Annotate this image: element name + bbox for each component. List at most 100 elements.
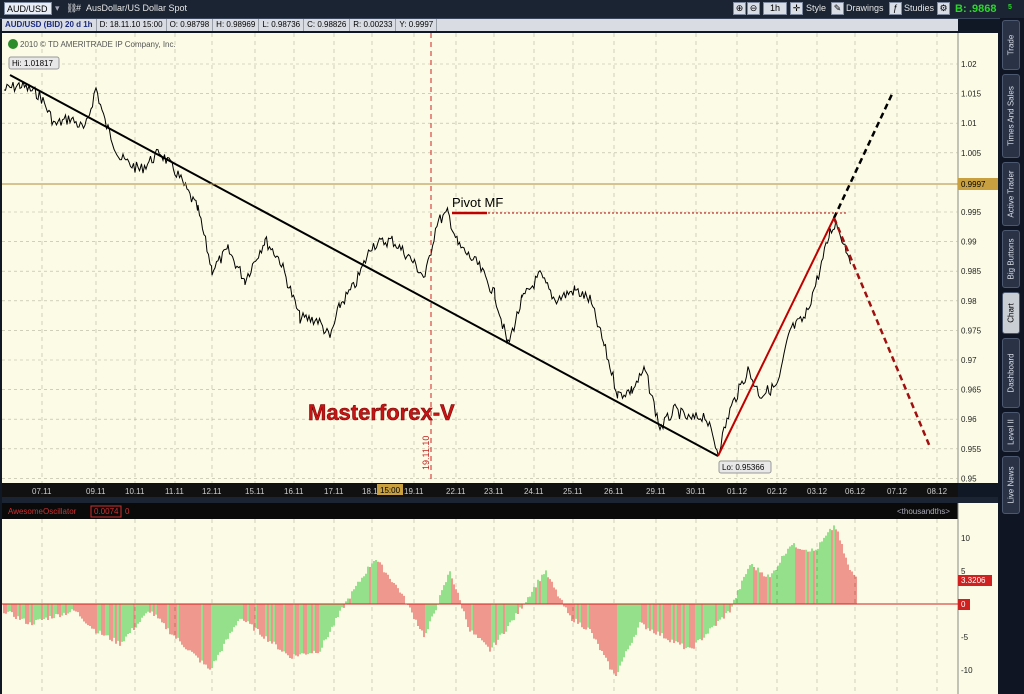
price-tick-label: 1.02 — [961, 60, 977, 69]
zoom-out-icon[interactable]: ⊖ — [747, 2, 760, 15]
oscillator-extra: 0 — [125, 507, 130, 516]
side-tab-level-ii[interactable]: Level II — [1002, 412, 1020, 452]
oscillator-axis-panel — [958, 503, 998, 694]
oscillator-tick-label: -10 — [961, 666, 973, 675]
price-tick-label: 0.96 — [961, 415, 977, 424]
date-axis — [2, 483, 958, 497]
date-tick-label: 03.12 — [807, 487, 828, 496]
bar-range: R: 0.00233 — [350, 19, 397, 31]
date-tick-label: 11.11 — [165, 487, 184, 496]
date-tick-label: 30.11 — [686, 487, 706, 496]
time-marker-label: 15:00 — [380, 486, 401, 495]
price-series — [3, 81, 851, 457]
date-tick-label: 25.11 — [563, 487, 583, 496]
date-tick-label: 10.11 — [125, 487, 145, 496]
side-tab-label: Active Trader — [1006, 170, 1016, 218]
pivot-label: Pivot MF — [452, 195, 503, 210]
chart-title: AUD/USD (BID) 20 d 1h — [2, 19, 97, 31]
date-tick-label: 17.11 — [324, 487, 344, 496]
chart-area[interactable]: 1.02 1.015 1.01 1.005 0.995 0.99 0.985 0.98 0.97… — [0, 0, 1000, 694]
oscillator-tick-label: 5 — [961, 567, 966, 576]
oscillator-name: AwesomeOscillator — [8, 507, 77, 516]
price-tick-label: 0.97 — [961, 356, 977, 365]
settings-icon[interactable]: ⚙ — [937, 2, 950, 15]
date-tick-label: 02.12 — [767, 487, 788, 496]
price-tick-label: 1.01 — [961, 119, 977, 128]
bid-suffix: 5 — [1008, 4, 1012, 11]
studies-icon[interactable]: ƒ — [889, 2, 902, 15]
price-tick-label: 1.015 — [961, 90, 982, 99]
oscillator-tick-label: 10 — [961, 534, 970, 543]
bar-high: H: 0.98969 — [213, 19, 260, 31]
drawings-button[interactable]: Drawings — [846, 3, 884, 13]
date-tick-label: 09.11 — [86, 487, 106, 496]
side-tab-dashboard[interactable]: Dashboard — [1002, 338, 1020, 408]
price-tick-label: 0.955 — [961, 445, 982, 454]
oscillator-header — [2, 503, 958, 519]
bid-label: B: — [955, 3, 967, 15]
oscillator-value: 0.0074 — [94, 507, 119, 516]
oscillator-tick-label: -5 — [961, 633, 969, 642]
drawings-icon[interactable]: ✎ — [831, 2, 844, 15]
uptrend-line — [717, 217, 835, 457]
copyright-text: 2010 © TD AMERITRADE IP Company, Inc. — [20, 40, 176, 49]
date-tick-label: 08.12 — [927, 487, 948, 496]
side-tab-times-and-sales[interactable]: Times And Sales — [1002, 74, 1020, 158]
date-tick-label: 19.11 — [404, 487, 424, 496]
projection-down — [832, 217, 932, 448]
downtrend-line — [9, 74, 719, 457]
high-label: Hi: 1.01817 — [12, 59, 53, 68]
side-tab-trade[interactable]: Trade — [1002, 20, 1020, 70]
price-tick-label: 0.995 — [961, 208, 982, 217]
hash-icon[interactable]: # — [76, 3, 82, 13]
date-tick-label: 12.11 — [202, 487, 222, 496]
bar-date: D: 18.11.10 15:00 — [97, 19, 167, 31]
symbol-input[interactable]: AUD/USD — [4, 2, 52, 15]
side-tab-active-trader[interactable]: Active Trader — [1002, 162, 1020, 226]
bar-close: C: 0.98826 — [304, 19, 351, 31]
side-tab-label: Times And Sales — [1006, 86, 1016, 146]
date-marker-label: 19.11.10 — [421, 436, 431, 470]
price-tick-label: 1.005 — [961, 149, 982, 158]
side-tab-label: Trade — [1006, 34, 1016, 56]
oscillator-current-label: 3.3206 — [961, 576, 986, 585]
timeframe-button[interactable]: 1h — [763, 2, 787, 15]
top-toolbar: AUD/USD ▾ ⛓ # AusDollar/US Dollar Spot ⊕… — [0, 0, 1024, 19]
side-tab-live-news[interactable]: Live News — [1002, 456, 1020, 514]
bar-y: Y: 0.9997 — [396, 19, 438, 31]
price-tick-label: 0.98 — [961, 297, 977, 306]
date-tick-label: 26.11 — [604, 487, 624, 496]
crosshair-icon[interactable]: ✛ — [790, 2, 803, 15]
price-axis-panel — [958, 33, 998, 483]
side-tab-big-buttons[interactable]: Big Buttons — [1002, 230, 1020, 288]
date-tick-label: 16.11 — [284, 487, 304, 496]
side-tab-label: Live News — [1006, 466, 1016, 504]
info-icon[interactable] — [8, 39, 18, 49]
bar-open: O: 0.98798 — [167, 19, 214, 31]
date-tick-label: 18.11 — [362, 487, 382, 496]
date-tick-label: 06.12 — [845, 487, 866, 496]
projection-up — [832, 91, 895, 219]
side-tab-chart[interactable]: Chart — [1002, 292, 1020, 334]
oscillator-units: <thousandths> — [897, 507, 950, 516]
price-tick-label: 0.95 — [961, 474, 977, 483]
dropdown-icon[interactable]: ▾ — [55, 3, 60, 13]
zoom-in-icon[interactable]: ⊕ — [733, 2, 746, 15]
date-tick-label: 01.12 — [727, 487, 748, 496]
current-price-label: 0.9997 — [961, 180, 986, 189]
studies-button[interactable]: Studies — [904, 3, 935, 13]
date-tick-label: 22.11 — [446, 487, 466, 496]
side-tab-label: Chart — [1006, 303, 1016, 323]
chart-info-bar: AUD/USD (BID) 20 d 1h D: 18.11.10 15:00 O:… — [2, 19, 958, 31]
style-button[interactable]: Style — [806, 3, 827, 13]
date-tick-label: 07.11 — [32, 487, 52, 496]
side-tab-label: Level II — [1006, 419, 1016, 445]
date-tick-label: 24.11 — [524, 487, 544, 496]
price-tick-label: 0.99 — [961, 238, 977, 247]
price-tick-label: 0.985 — [961, 267, 982, 276]
side-tab-strip: Trade Times And Sales Active Trader Big But… — [1000, 18, 1024, 694]
price-tick-label: 0.965 — [961, 386, 982, 395]
link-icon[interactable]: ⛓ — [66, 3, 78, 13]
bar-low: L: 0.98736 — [259, 19, 305, 31]
watermark-text: Masterforex-V — [308, 400, 455, 425]
